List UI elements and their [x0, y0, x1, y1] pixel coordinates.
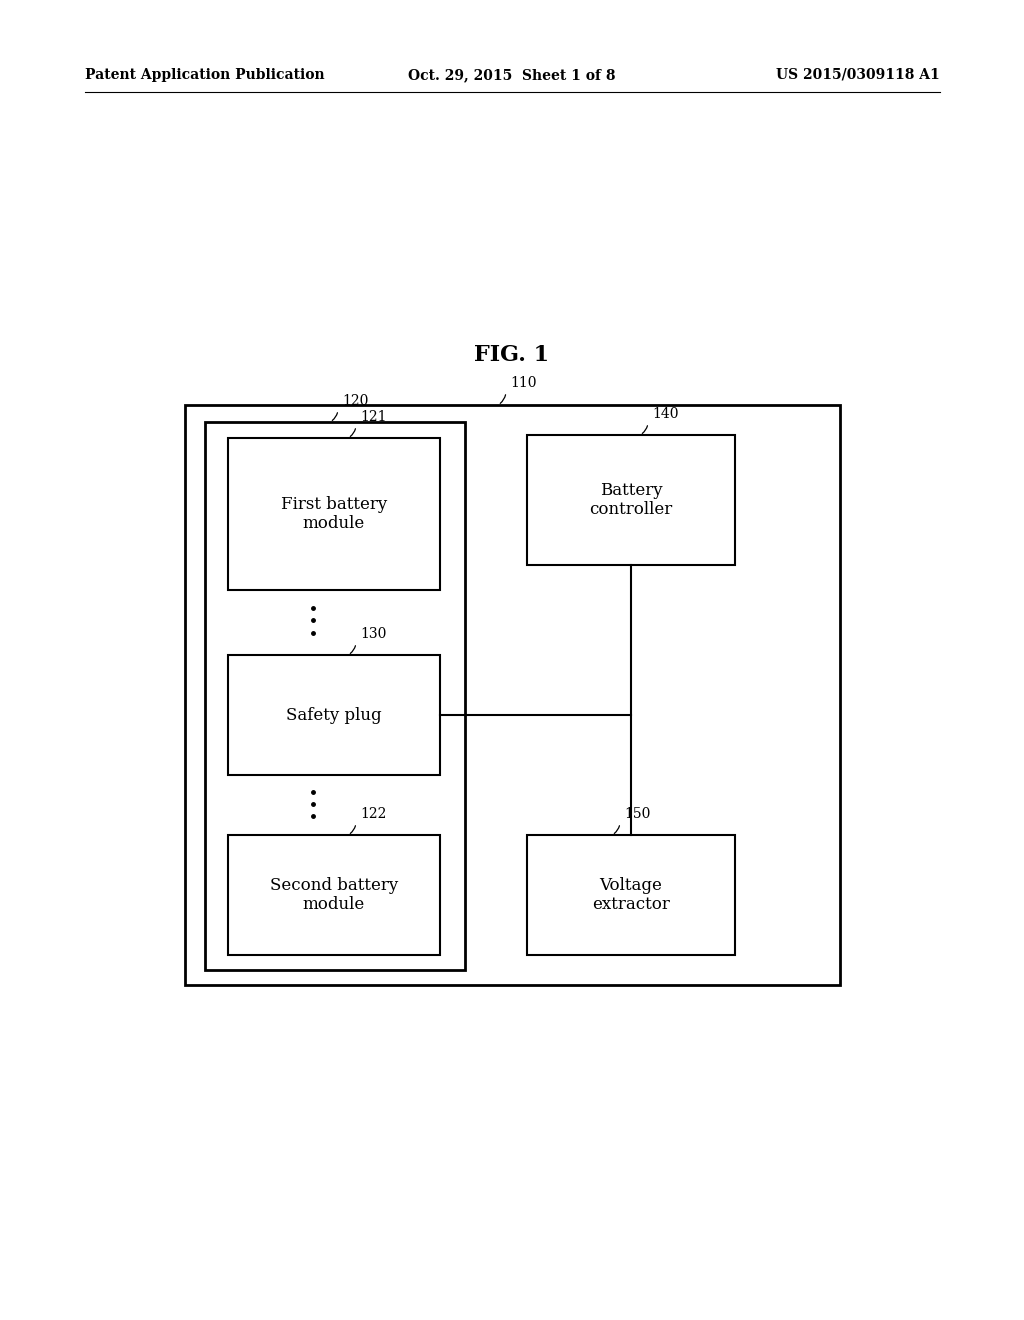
Text: 120: 120	[342, 393, 369, 408]
Text: First battery
module: First battery module	[281, 496, 387, 532]
Text: 150: 150	[624, 807, 650, 821]
Text: 130: 130	[360, 627, 386, 642]
Text: 121: 121	[360, 411, 386, 424]
Text: US 2015/0309118 A1: US 2015/0309118 A1	[776, 69, 940, 82]
Text: 122: 122	[360, 807, 386, 821]
Text: Second battery
module: Second battery module	[270, 876, 398, 913]
Bar	[228, 836, 440, 954]
Bar	[228, 655, 440, 775]
Bar	[228, 438, 440, 590]
Text: Patent Application Publication: Patent Application Publication	[85, 69, 325, 82]
Text: Oct. 29, 2015  Sheet 1 of 8: Oct. 29, 2015 Sheet 1 of 8	[409, 69, 615, 82]
Text: Voltage
extractor: Voltage extractor	[592, 876, 670, 913]
Text: Battery
controller: Battery controller	[590, 482, 673, 519]
Bar	[527, 836, 735, 954]
Bar	[527, 436, 735, 565]
Text: Safety plug: Safety plug	[286, 706, 382, 723]
Text: 110: 110	[510, 376, 537, 389]
Text: 140: 140	[652, 407, 679, 421]
Bar	[205, 422, 465, 970]
Text: FIG. 1: FIG. 1	[474, 345, 550, 366]
Bar	[185, 405, 840, 985]
